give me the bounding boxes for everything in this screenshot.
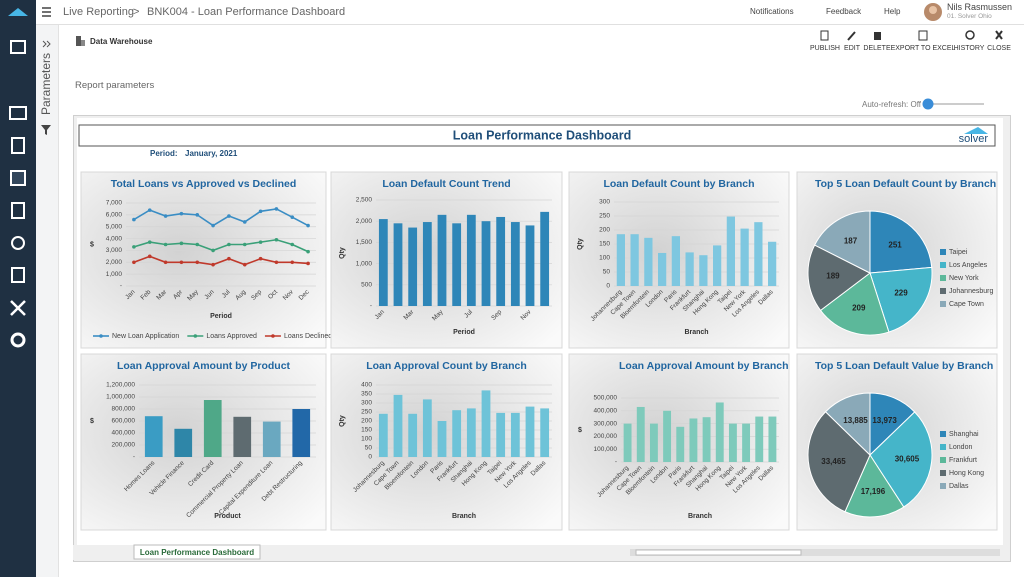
nav-icon[interactable] [9, 106, 27, 120]
auto-refresh-toggle[interactable] [922, 98, 986, 110]
sidebar [0, 0, 36, 577]
parameters-label: Parameters [39, 52, 54, 116]
toolbar-button[interactable]: DELETE [863, 45, 891, 52]
nav-icon[interactable] [10, 170, 26, 186]
breadcrumb-separator: > [133, 6, 140, 18]
help[interactable]: Help [884, 7, 901, 16]
toolbar-button[interactable]: EXPORT TO EXCEL [890, 45, 956, 52]
parameters-panel[interactable]: Parameters [36, 25, 59, 577]
settings-icon[interactable] [10, 332, 26, 348]
filter-icon[interactable] [41, 125, 52, 135]
toolbar-button[interactable]: HISTORY [953, 45, 985, 52]
menu-icon[interactable] [42, 7, 52, 17]
expand-icon[interactable] [42, 40, 52, 48]
top-bar: Live Reporting > BNK004 - Loan Performan… [36, 0, 1024, 25]
nav-icon[interactable] [11, 236, 25, 250]
sidebar-icons [8, 8, 28, 348]
feedback[interactable]: Feedback [826, 7, 862, 16]
toolbar-button[interactable]: PUBLISH [810, 45, 840, 52]
toolbar-button[interactable]: EDIT [844, 45, 860, 52]
nav-icon[interactable] [11, 137, 25, 154]
toolbar-icons [820, 30, 1003, 41]
nav-icon[interactable] [11, 267, 25, 283]
breadcrumb-current: BNK004 - Loan Performance Dashboard [147, 6, 346, 18]
user-name: Nils Rasmussen [947, 2, 1013, 12]
auto-refresh: Auto-refresh: Off [862, 100, 921, 109]
avatar[interactable] [923, 2, 943, 22]
nav-icon[interactable] [11, 202, 25, 219]
data-source[interactable]: Data Warehouse [90, 37, 153, 46]
user-org: 01. Solver Ohio [947, 13, 992, 20]
app-logo [8, 8, 28, 16]
home-icon[interactable] [10, 40, 26, 54]
report-sheet [77, 118, 1003, 545]
datasource-icon [76, 36, 85, 46]
report-parameters[interactable]: Report parameters [75, 80, 155, 91]
breadcrumb-link[interactable]: Live Reporting [63, 6, 134, 18]
tools-icon[interactable] [10, 300, 26, 316]
notifications[interactable]: Notifications [750, 7, 794, 16]
toolbar-button[interactable]: CLOSE [987, 45, 1011, 52]
